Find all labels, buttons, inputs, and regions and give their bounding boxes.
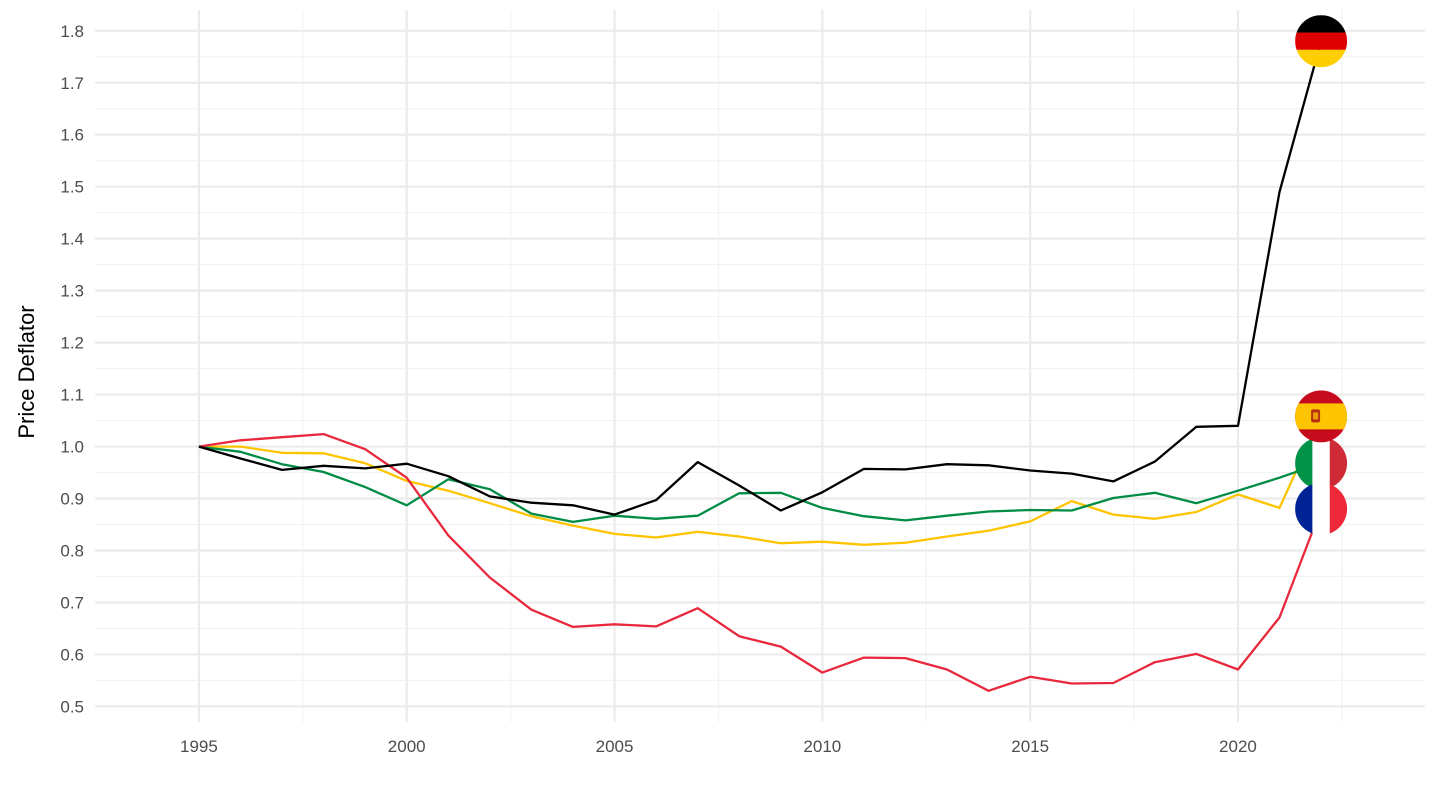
x-tick-label: 2015 [1011,737,1049,756]
france-series-line [198,432,1323,692]
y-tick-label: 1.2 [60,334,84,353]
italy-flag-icon [1295,437,1348,490]
y-tick-label: 1.6 [60,126,84,145]
x-tick-label: 2000 [388,737,426,756]
france-flag-icon [1295,482,1348,535]
spain-flag-icon [1295,390,1348,443]
y-tick-label: 1.5 [60,178,84,197]
y-tick-label: 1.7 [60,74,84,93]
italy-series-line [198,445,1322,524]
y-axis-tick-labels: 0.5 0.6 0.7 0.8 0.9 1.0 1.1 1.2 1.3 1.4 1.5 1.6 1.7 1… [60,22,84,717]
y-tick-label: 0.9 [60,490,84,509]
y-tick-label: 1.4 [60,230,84,249]
x-tick-label: 2020 [1219,737,1257,756]
x-tick-label: 2010 [803,737,841,756]
y-tick-label: 0.7 [60,593,84,612]
germany-flag-icon [1295,15,1348,68]
y-tick-label: 1.0 [60,438,84,457]
y-axis-title: Price Deflator [14,305,39,438]
series-lines [198,40,1323,692]
y-tick-label: 0.6 [60,645,84,664]
y-tick-label: 0.5 [60,697,84,716]
x-tick-label: 1995 [180,737,218,756]
x-tick-label: 2005 [596,737,634,756]
grid [95,10,1425,722]
germany-series-line [198,40,1323,516]
y-tick-label: 1.8 [60,22,84,41]
spain-series-line [198,415,1323,546]
country-flags [1295,15,1348,535]
y-tick-label: 0.8 [60,541,84,560]
x-axis-tick-labels: 1995 2000 2005 2010 2015 2020 [180,737,1257,756]
y-tick-label: 1.1 [60,386,84,405]
y-tick-label: 1.3 [60,282,84,301]
